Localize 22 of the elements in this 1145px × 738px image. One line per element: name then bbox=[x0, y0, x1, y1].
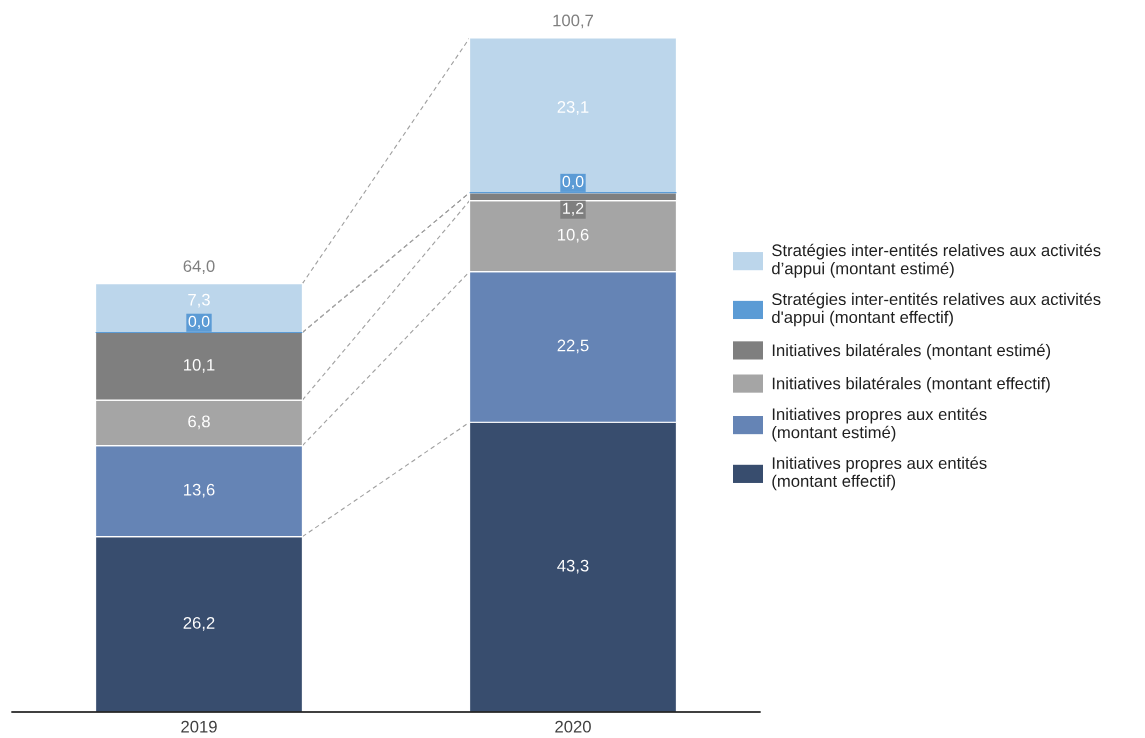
legend-label: Initiatives bilatérales (montant effectif) bbox=[772, 376, 1050, 393]
x-tick-label: 2020 bbox=[555, 720, 591, 733]
total-label: 100,7 bbox=[553, 14, 594, 29]
data-label: 43,3 bbox=[557, 559, 589, 574]
data-label: 10,6 bbox=[558, 228, 589, 243]
data-label: 13,6 bbox=[184, 483, 215, 498]
data-label: 7,3 bbox=[188, 293, 210, 308]
data-label: 0,0 bbox=[562, 175, 584, 190]
legend-label: Stratégies inter-entités relatives aux activités d’appui (montant estimé) bbox=[772, 243, 1101, 278]
x-tick-label: 2019 bbox=[181, 720, 217, 733]
legend-label: Stratégies inter-entités relatives aux activités d'appui (montant effectif) bbox=[772, 292, 1101, 327]
total-label: 64,0 bbox=[183, 260, 215, 274]
legend-label: Initiatives bilatérales (montant estimé) bbox=[772, 343, 1051, 360]
data-label: 26,2 bbox=[183, 616, 215, 631]
data-label: 23,1 bbox=[557, 101, 589, 115]
data-label: 0,0 bbox=[188, 315, 210, 329]
data-label: 10,1 bbox=[184, 358, 215, 373]
legend-label: Initiatives propres aux entités (montant effectif) bbox=[772, 456, 987, 491]
data-label: 6,8 bbox=[188, 415, 210, 430]
data-label: 22,5 bbox=[557, 339, 589, 354]
legend-label: Initiatives propres aux entités (montant estimé) bbox=[772, 407, 987, 442]
data-label: 1,2 bbox=[563, 202, 584, 216]
